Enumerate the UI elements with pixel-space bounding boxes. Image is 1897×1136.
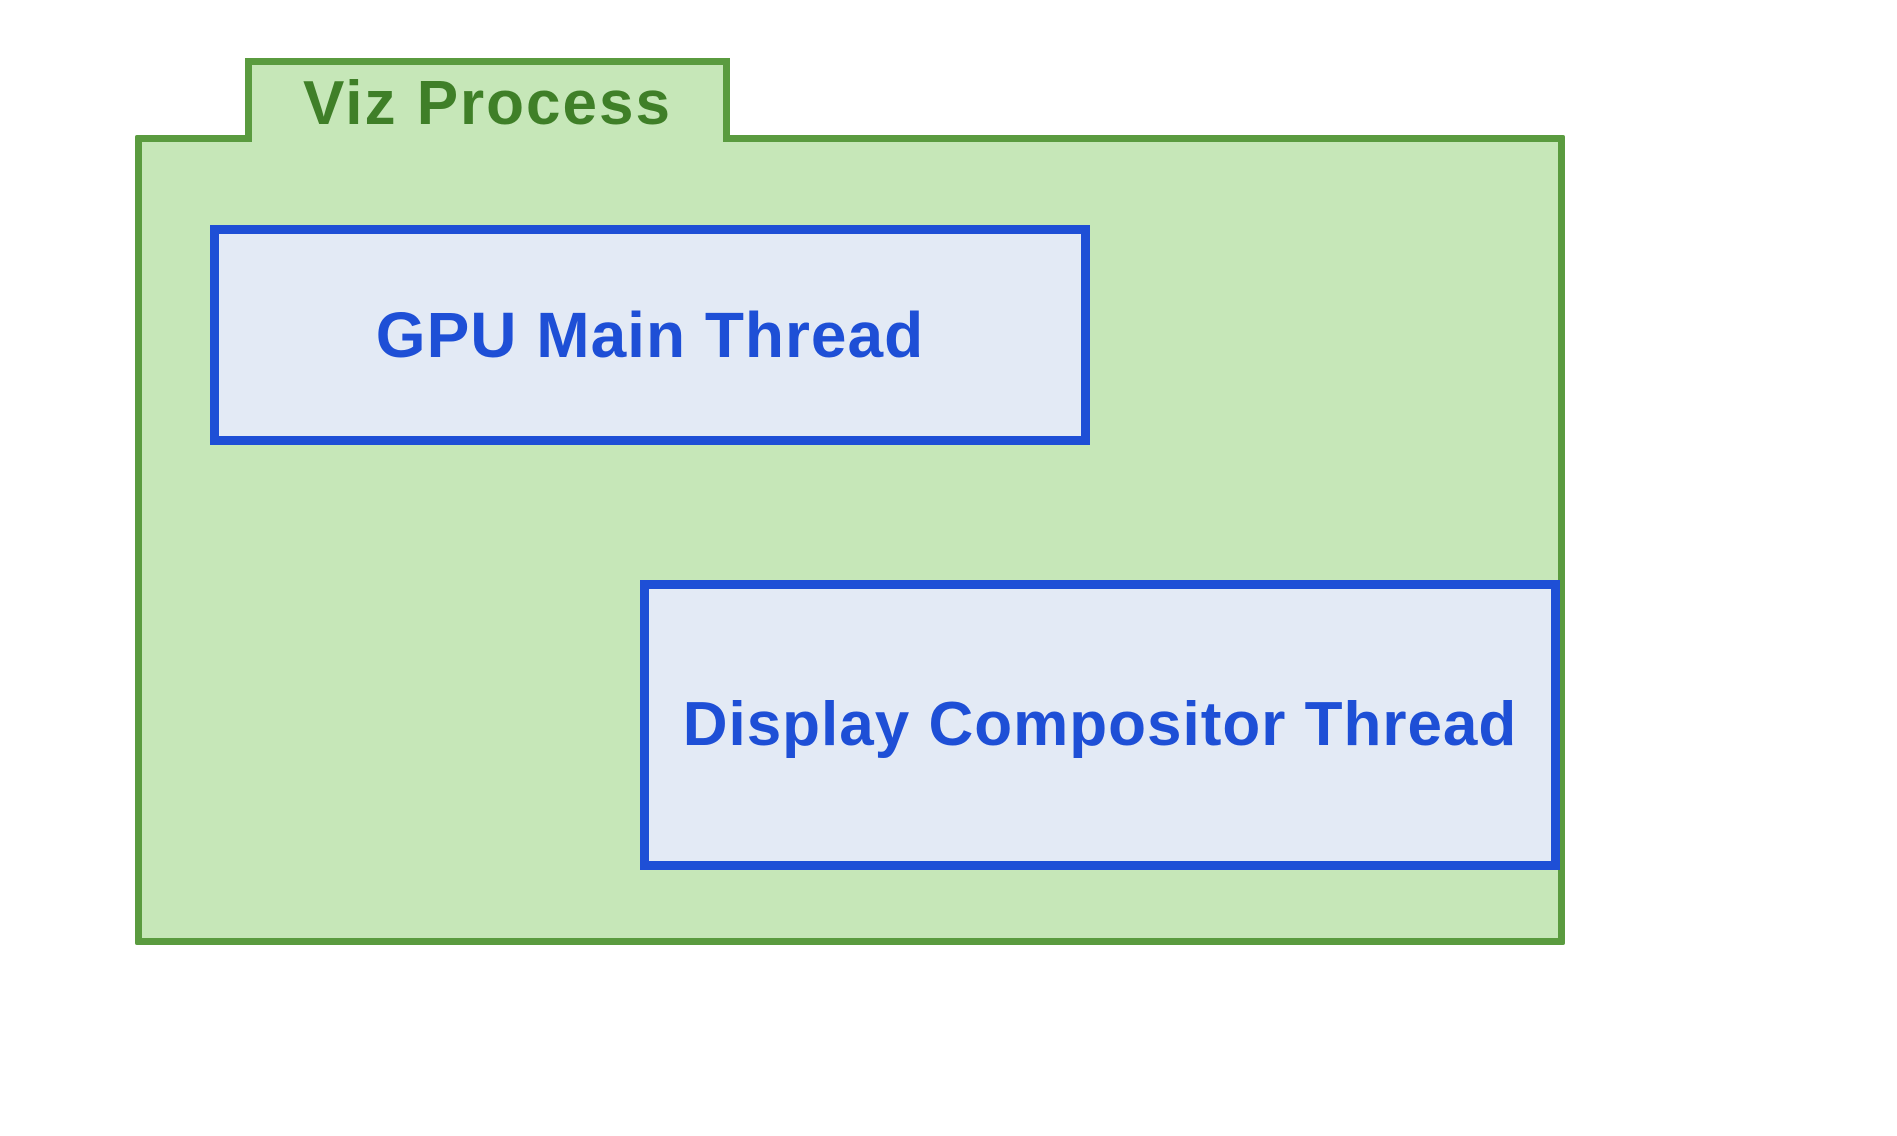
gpu-main-thread-label: GPU Main Thread — [376, 300, 924, 370]
viz-process-label: Viz Process — [303, 68, 672, 139]
gpu-main-thread-box: GPU Main Thread — [210, 225, 1090, 445]
viz-process-tab: Viz Process — [245, 58, 730, 142]
diagram-canvas: Viz Process GPU Main Thread Display Compo… — [0, 0, 1897, 1136]
display-compositor-thread-box: Display Compositor Thread — [640, 580, 1560, 870]
display-compositor-thread-label: Display Compositor Thread — [683, 691, 1518, 759]
